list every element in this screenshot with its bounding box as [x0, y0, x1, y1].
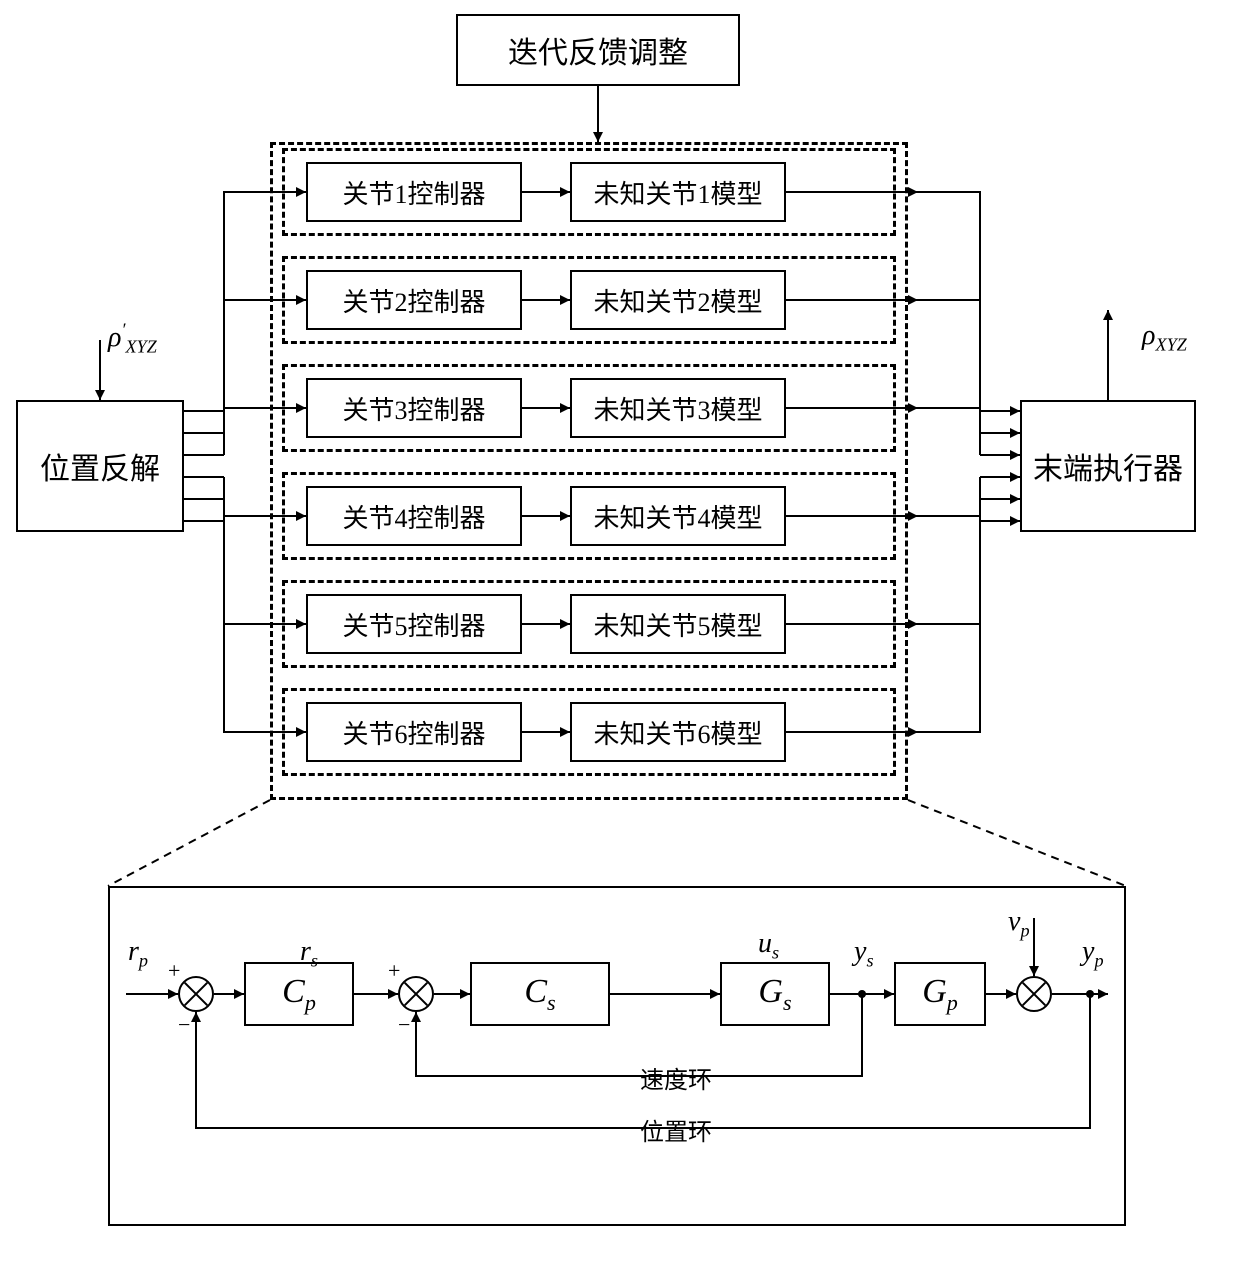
rp-label: rp — [128, 936, 148, 967]
joint-model-box: 未知关节4模型 — [570, 486, 786, 546]
ys-label: ys — [854, 936, 874, 967]
sum-node-2 — [398, 976, 434, 1012]
right-box-label: 末端执行器 — [1033, 444, 1183, 488]
gs-label: Gs — [758, 973, 791, 1016]
joint-model-label: 未知关节2模型 — [593, 282, 762, 319]
gp-block: Gp — [894, 962, 986, 1026]
joint-model-box: 未知关节1模型 — [570, 162, 786, 222]
top-box-label: 迭代反馈调整 — [508, 28, 688, 72]
gs-block: Gs — [720, 962, 830, 1026]
cs-block: Cs — [470, 962, 610, 1026]
sum1-plus: + — [168, 958, 180, 983]
cs-label: Cs — [524, 973, 555, 1016]
joint-ctrl-label: 关节3控制器 — [342, 390, 485, 427]
joint-ctrl-label: 关节2控制器 — [342, 282, 485, 319]
rho-out-label: ρXYZ — [1142, 320, 1187, 351]
joint-model-box: 未知关节2模型 — [570, 270, 786, 330]
position-loop-label: 位置环 — [640, 1120, 712, 1146]
yp-label: yp — [1082, 936, 1104, 967]
detail-panel — [108, 886, 1126, 1226]
joint-model-label: 未知关节4模型 — [593, 498, 762, 535]
sum-node-3 — [1016, 976, 1052, 1012]
sum2-minus: − — [398, 1012, 410, 1037]
cp-label: Cp — [282, 973, 316, 1016]
cp-block: Cp — [244, 962, 354, 1026]
sum2-plus: + — [388, 958, 400, 983]
joint-ctrl-label: 关节1控制器 — [342, 174, 485, 211]
iterative-feedback-box: 迭代反馈调整 — [456, 14, 740, 86]
gp-label: Gp — [922, 973, 958, 1016]
joint-model-label: 未知关节5模型 — [593, 606, 762, 643]
joint-model-label: 未知关节3模型 — [593, 390, 762, 427]
joint-model-label: 未知关节1模型 — [593, 174, 762, 211]
left-box-label: 位置反解 — [40, 444, 160, 488]
sum1-minus: − — [178, 1012, 190, 1037]
rho-in-label: ρ′XYZ — [108, 322, 157, 353]
end-effector-box: 末端执行器 — [1020, 400, 1196, 532]
sum-node-1 — [178, 976, 214, 1012]
us-label: us — [758, 928, 779, 959]
rs-label: rs — [300, 936, 318, 967]
speed-loop-label: 速度环 — [640, 1068, 712, 1094]
joint-controller-box: 关节5控制器 — [306, 594, 522, 654]
vp-label: vp — [1008, 906, 1030, 937]
joint-controller-box: 关节6控制器 — [306, 702, 522, 762]
joint-model-label: 未知关节6模型 — [593, 714, 762, 751]
joint-controller-box: 关节2控制器 — [306, 270, 522, 330]
joint-ctrl-label: 关节5控制器 — [342, 606, 485, 643]
inverse-kinematics-box: 位置反解 — [16, 400, 184, 532]
joint-ctrl-label: 关节6控制器 — [342, 714, 485, 751]
joint-ctrl-label: 关节4控制器 — [342, 498, 485, 535]
joint-model-box: 未知关节5模型 — [570, 594, 786, 654]
joint-model-box: 未知关节3模型 — [570, 378, 786, 438]
joint-model-box: 未知关节6模型 — [570, 702, 786, 762]
joint-controller-box: 关节3控制器 — [306, 378, 522, 438]
joint-controller-box: 关节1控制器 — [306, 162, 522, 222]
joint-controller-box: 关节4控制器 — [306, 486, 522, 546]
